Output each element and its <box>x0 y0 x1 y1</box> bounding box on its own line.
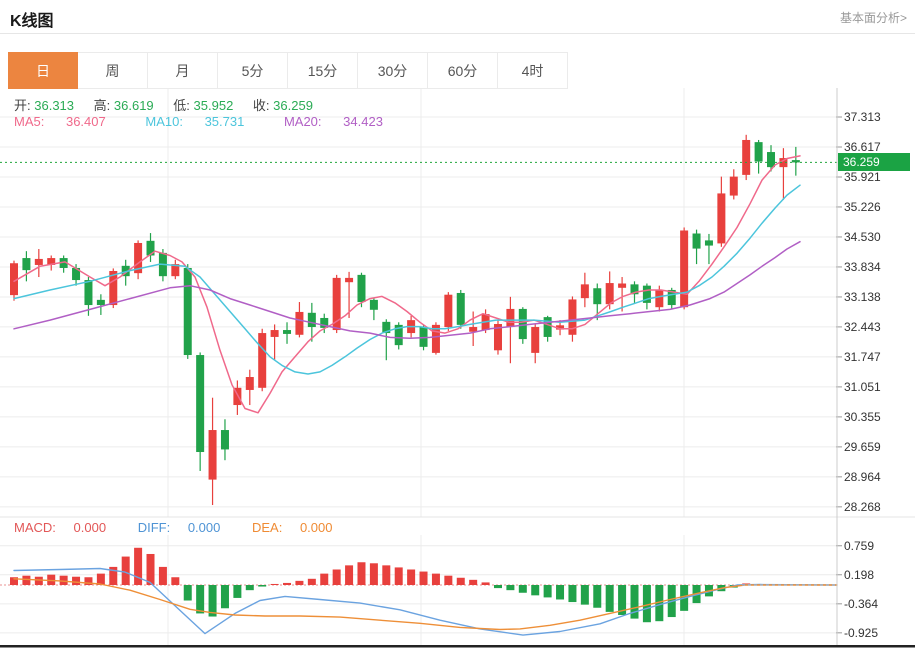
ma10-legend: MA10: 35.731 <box>145 114 245 129</box>
svg-text:37.313: 37.313 <box>844 110 881 124</box>
svg-text:30.355: 30.355 <box>844 410 881 424</box>
svg-text:31.747: 31.747 <box>844 350 881 364</box>
svg-text:31.051: 31.051 <box>844 380 881 394</box>
close-value: 36.259 <box>273 98 313 113</box>
page-title: K线图 <box>10 13 54 30</box>
fundamental-analysis-link[interactable]: 基本面分析> <box>839 11 907 25</box>
svg-text:0.759: 0.759 <box>844 539 874 553</box>
svg-text:34.530: 34.530 <box>844 230 881 244</box>
tab-月[interactable]: 月 <box>148 52 218 89</box>
page-header: K线图 基本面分析> <box>0 0 915 34</box>
svg-text:33.834: 33.834 <box>844 260 881 274</box>
macd-legend: MACD: 0.000 <box>14 520 107 535</box>
tab-日[interactable]: 日 <box>8 52 78 89</box>
tab-30分[interactable]: 30分 <box>358 52 428 89</box>
svg-text:-0.364: -0.364 <box>844 597 878 611</box>
tab-4时[interactable]: 4时 <box>498 52 568 89</box>
high-value: 36.619 <box>113 98 154 113</box>
tab-周[interactable]: 周 <box>78 52 148 89</box>
ma5-legend: MA5: 36.407 <box>14 114 106 129</box>
diff-legend: DIFF: 0.000 <box>137 520 221 535</box>
tab-15分[interactable]: 15分 <box>288 52 358 89</box>
tab-5分[interactable]: 5分 <box>218 52 288 89</box>
low-label: 低: <box>173 98 190 113</box>
svg-text:-0.925: -0.925 <box>844 626 878 640</box>
dea-legend: DEA: 0.000 <box>251 520 333 535</box>
ma-legend-row: MA5: 36.407 MA10: 35.731 MA20: 34.423 <box>14 114 419 129</box>
ohlc-row: 开: 36.313 高: 36.619 低: 35.952 收: 36.259 <box>14 95 329 114</box>
period-tabbar: 日周月 5分 15分 30分 60分 4时 <box>8 52 568 89</box>
ma20-legend: MA20: 34.423 <box>283 114 383 129</box>
svg-text:33.138: 33.138 <box>844 290 881 304</box>
high-label: 高: <box>93 98 111 113</box>
svg-text:29.659: 29.659 <box>844 440 881 454</box>
svg-text:32.443: 32.443 <box>844 320 881 334</box>
svg-text:36.617: 36.617 <box>844 140 881 154</box>
svg-text:35.226: 35.226 <box>844 200 881 214</box>
current-price-badge: 36.259 <box>838 153 910 171</box>
svg-text:0.198: 0.198 <box>844 568 874 582</box>
svg-text:28.964: 28.964 <box>844 470 881 484</box>
svg-text:28.268: 28.268 <box>844 500 881 514</box>
svg-text:35.921: 35.921 <box>844 170 881 184</box>
low-value: 35.952 <box>193 98 234 113</box>
open-label: 开: <box>14 98 31 113</box>
macd-legend-row: MACD: 0.000 DIFF: 0.000 DEA: 0.000 <box>14 520 361 535</box>
open-value: 36.313 <box>34 98 75 113</box>
tab-60分[interactable]: 60分 <box>428 52 498 89</box>
close-label: 收: <box>252 98 270 113</box>
